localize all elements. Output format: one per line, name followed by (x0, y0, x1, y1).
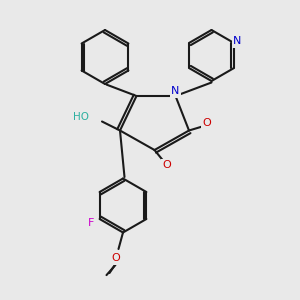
Text: O: O (111, 253, 120, 263)
Text: N: N (171, 86, 180, 97)
Text: HO: HO (74, 112, 89, 122)
Text: O: O (162, 160, 171, 170)
Text: N: N (233, 36, 242, 46)
Text: O: O (202, 118, 211, 128)
Text: O: O (111, 253, 120, 263)
Text: F: F (87, 218, 94, 229)
